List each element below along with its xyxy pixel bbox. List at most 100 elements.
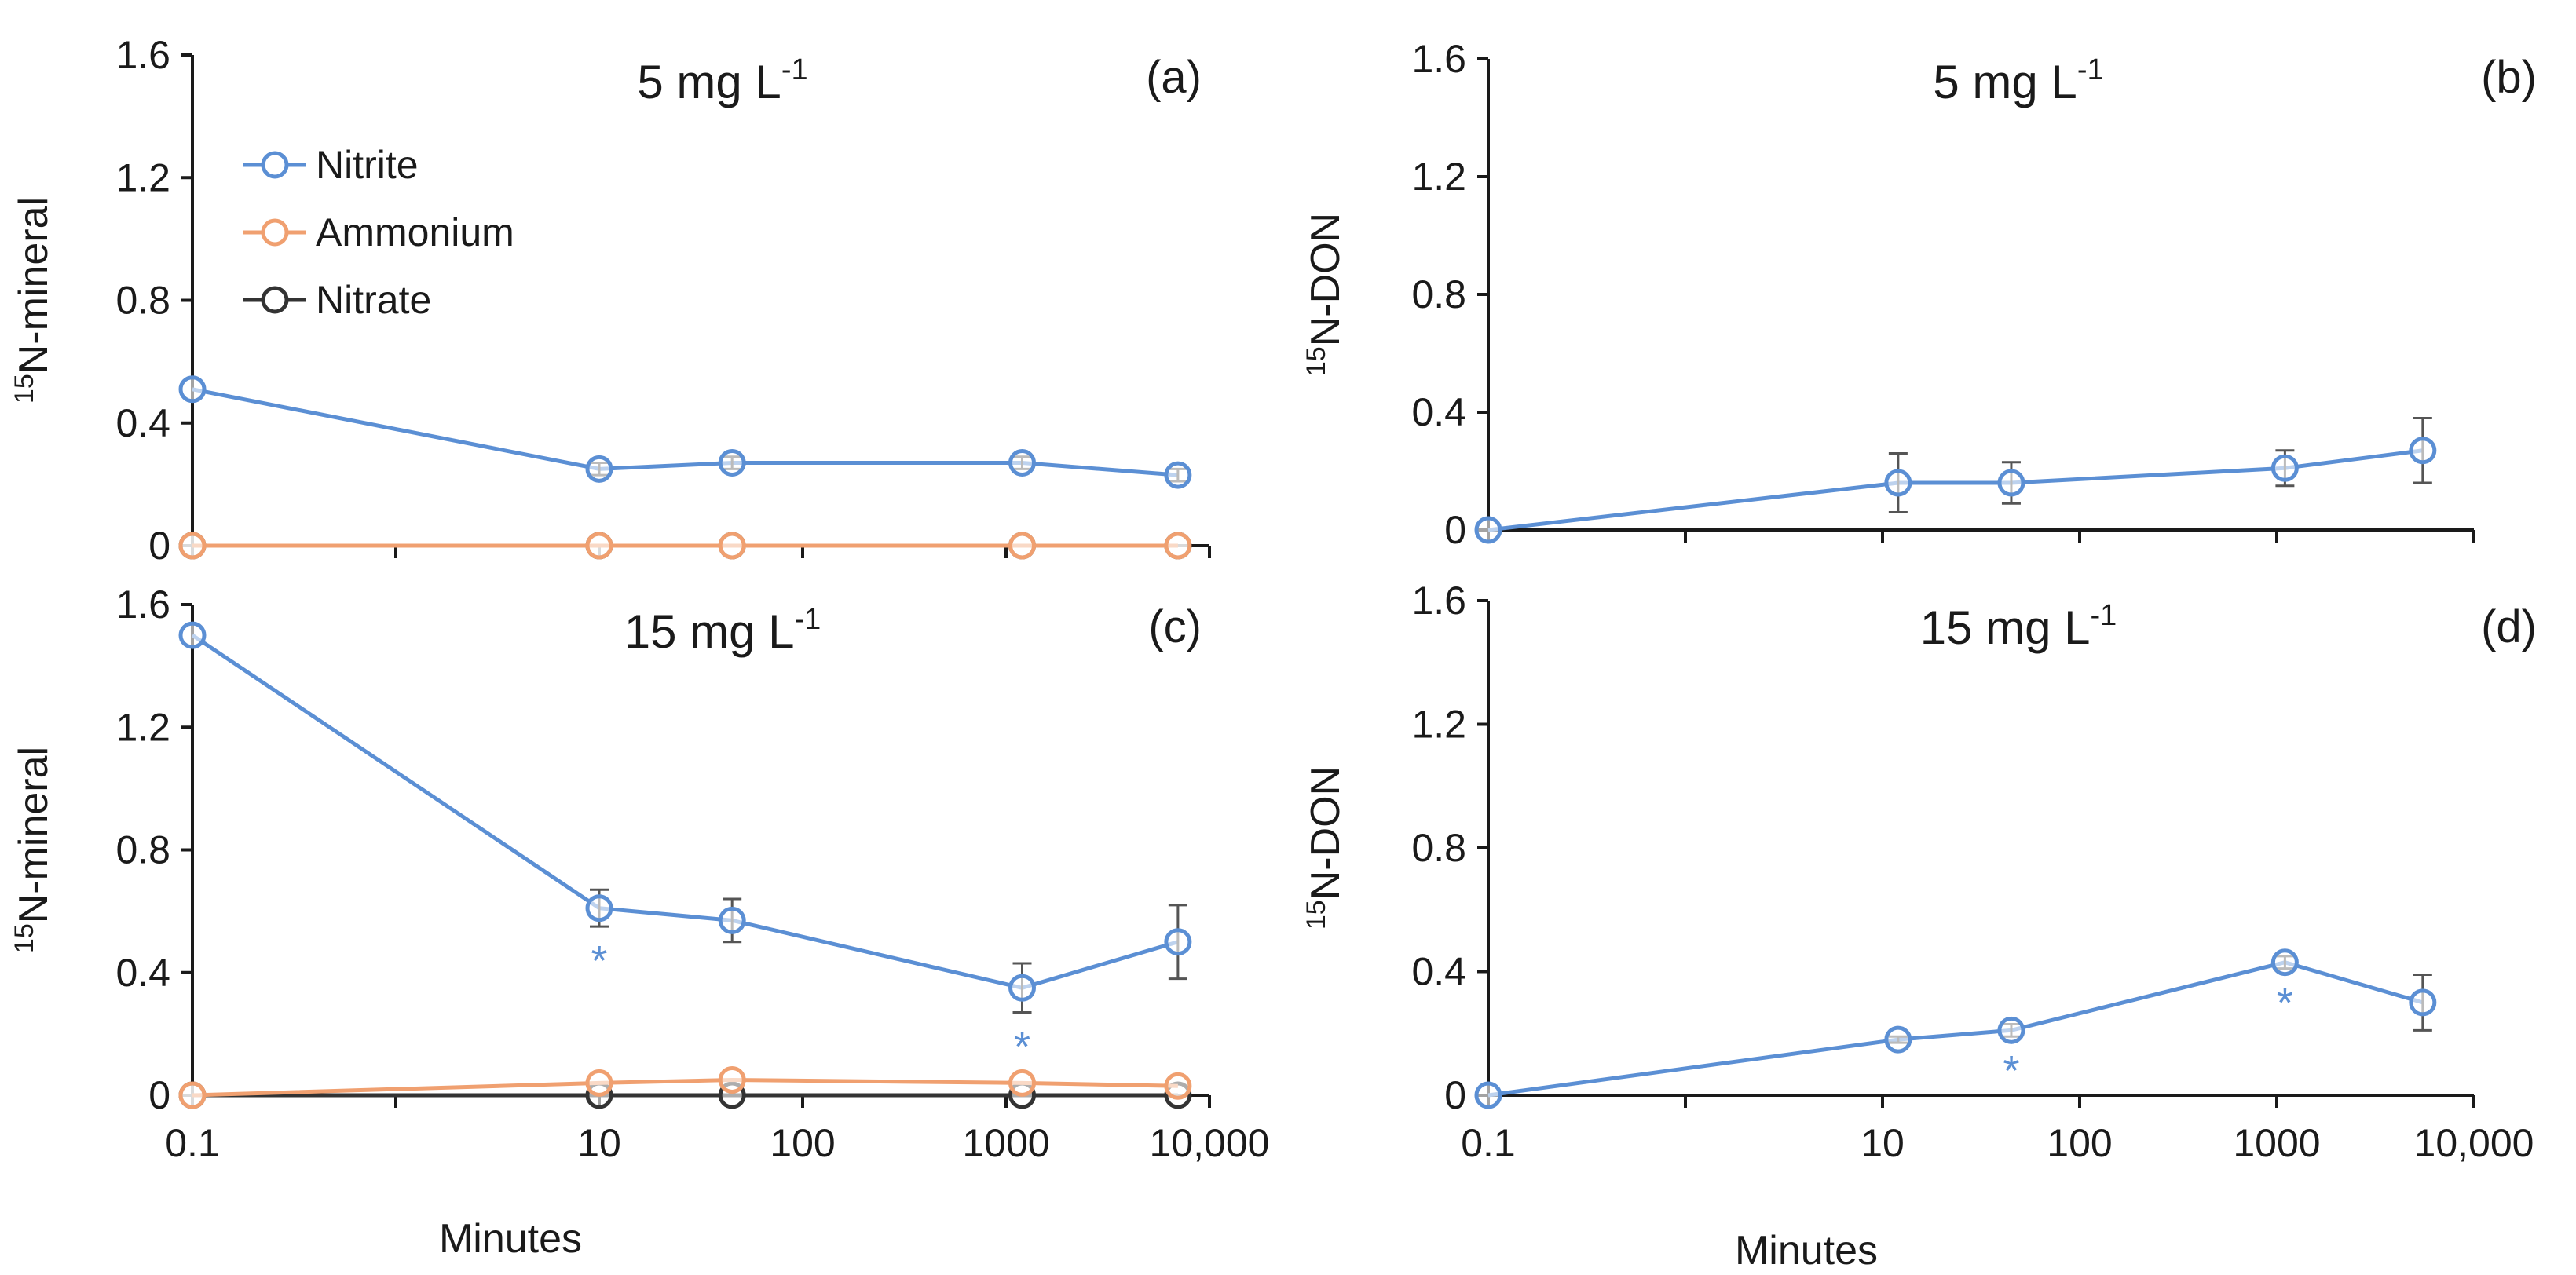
data-point [1884, 469, 1912, 497]
legend-label: Nitrate [316, 278, 431, 322]
y-tick-label: 1.6 [1411, 37, 1466, 81]
data-point [1008, 449, 1037, 477]
series-nitrite: ** [1474, 948, 2437, 1109]
panel-a: 0 0.4 0.8 1.2 1.6 15N-mineral 5 mg L-1 (a) Nitri… [9, 33, 1211, 568]
y-axis-label-text: N-mineral [11, 747, 57, 923]
panel-label: (b) [2481, 52, 2537, 103]
data-point [178, 621, 207, 649]
y-tick-label: 1.2 [115, 155, 170, 199]
y-axis-label: 15N-DON [1301, 766, 1348, 930]
series-nitrite [1474, 417, 2437, 544]
x-tick-label: 10,000 [2414, 1121, 2534, 1165]
significance-marker: * [1014, 1024, 1030, 1071]
y-tick-label: 1.6 [115, 583, 170, 627]
y-axis-label: 15N-mineral [9, 197, 57, 404]
series-nitrite [178, 375, 1192, 489]
x-tick-label: 10 [577, 1121, 621, 1165]
data-point [1997, 469, 2025, 497]
legend-label: Ammonium [316, 210, 514, 254]
x-tick-label: 0.1 [165, 1121, 220, 1165]
panel-label: (a) [1146, 52, 1202, 103]
y-axis-label: 15N-mineral [9, 747, 57, 953]
y-axis-label-text: N-mineral [11, 197, 57, 374]
data-point [718, 906, 746, 934]
significance-marker: * [2003, 1047, 2019, 1094]
y-tick-label: 0.8 [1411, 272, 1466, 316]
data-point [1164, 532, 1192, 560]
series-ammonium [178, 1065, 1192, 1109]
panel-d: 00.40.81.21.60.1 10 100 1000 10,00015N-DON15… [1301, 579, 2537, 1165]
data-point [718, 449, 746, 477]
x-axis-label-left: Minutes [439, 1216, 582, 1262]
series-nitrate [178, 1081, 1192, 1109]
panel-title-text: 15 mg L [1920, 601, 2091, 654]
data-point [2409, 437, 2437, 465]
panel-title-superscript: -1 [781, 53, 808, 86]
y-tick-label: 0.4 [115, 401, 170, 445]
x-tick-label: 1000 [2233, 1121, 2320, 1165]
x-tick-label: 1000 [962, 1121, 1049, 1165]
data-point [718, 532, 746, 560]
significance-marker: * [591, 937, 607, 985]
legend: Nitrite Ammonium Nitrate [243, 143, 514, 322]
data-point [2270, 948, 2299, 977]
significance-marker: * [2277, 980, 2293, 1027]
data-point [178, 532, 207, 560]
y-tick-label: 1.2 [1411, 155, 1466, 199]
y-tick-label: 0.8 [115, 279, 170, 323]
y-axis-label-text: N-DON [1303, 766, 1348, 900]
y-tick-label: 0.8 [115, 828, 170, 872]
data-point [1008, 532, 1037, 560]
data-point [1474, 516, 1502, 544]
panel-title-superscript: -1 [2091, 599, 2117, 632]
panel-title-text: 15 mg L [624, 605, 795, 658]
data-point [1997, 1016, 2025, 1044]
data-point [1164, 461, 1192, 489]
y-axis-label-text: N-DON [1303, 213, 1348, 346]
y-tick-label: 1.6 [1411, 579, 1466, 623]
y-tick-label: 0 [1444, 508, 1466, 552]
data-point [718, 1065, 746, 1094]
data-point [1008, 974, 1037, 1002]
y-axis-label: 15N-DON [1301, 213, 1348, 376]
x-axis-label-right: Minutes [1735, 1228, 1878, 1273]
y-axis-label-superscript: 15 [9, 923, 39, 953]
legend-marker [261, 286, 289, 314]
data-point [1008, 1069, 1037, 1097]
y-tick-label: 0.4 [1411, 390, 1466, 434]
data-point [585, 532, 613, 560]
data-point [585, 894, 613, 922]
y-tick-label: 0.4 [1411, 950, 1466, 994]
data-point [1474, 1081, 1502, 1109]
panel-b: 0 0.4 0.8 1.2 1.6 15N-DON 5 mg L-1 (b) [1301, 37, 2537, 552]
data-point [585, 455, 613, 483]
series-line [191, 633, 1179, 990]
data-point [2270, 454, 2299, 482]
x-tick-label: 100 [770, 1121, 835, 1165]
x-tick-label: 10,000 [1150, 1121, 1270, 1165]
y-tick-label: 0 [1444, 1073, 1466, 1117]
panel-label: (c) [1148, 601, 1202, 652]
data-point [1164, 1072, 1192, 1100]
legend-label: Nitrite [316, 143, 419, 187]
legend-marker [261, 218, 289, 247]
panel-label: (d) [2481, 601, 2537, 652]
series-nitrite: ** [178, 621, 1192, 1071]
panel-c: 0 0.4 0.8 1.2 1.6 0.1 10 100 1000 10,000 15N-miner… [9, 583, 1269, 1165]
panel-title-text: 5 mg L [637, 56, 781, 108]
x-tick-label: 100 [2047, 1121, 2112, 1165]
x-tick-label: 10 [1861, 1121, 1905, 1165]
data-point [1884, 1025, 1912, 1054]
x-tick-label: 0.1 [1461, 1121, 1516, 1165]
panel-title: 5 mg L-1 [637, 53, 807, 108]
panel-title: 15 mg L-1 [1920, 599, 2117, 654]
y-tick-label: 1.2 [1411, 703, 1466, 747]
panel-title: 15 mg L-1 [624, 603, 821, 658]
data-point [178, 375, 207, 404]
data-point [585, 1069, 613, 1097]
y-axis-label-superscript: 15 [1301, 346, 1331, 376]
y-tick-label: 0.4 [115, 951, 170, 995]
legend-marker [261, 151, 289, 179]
